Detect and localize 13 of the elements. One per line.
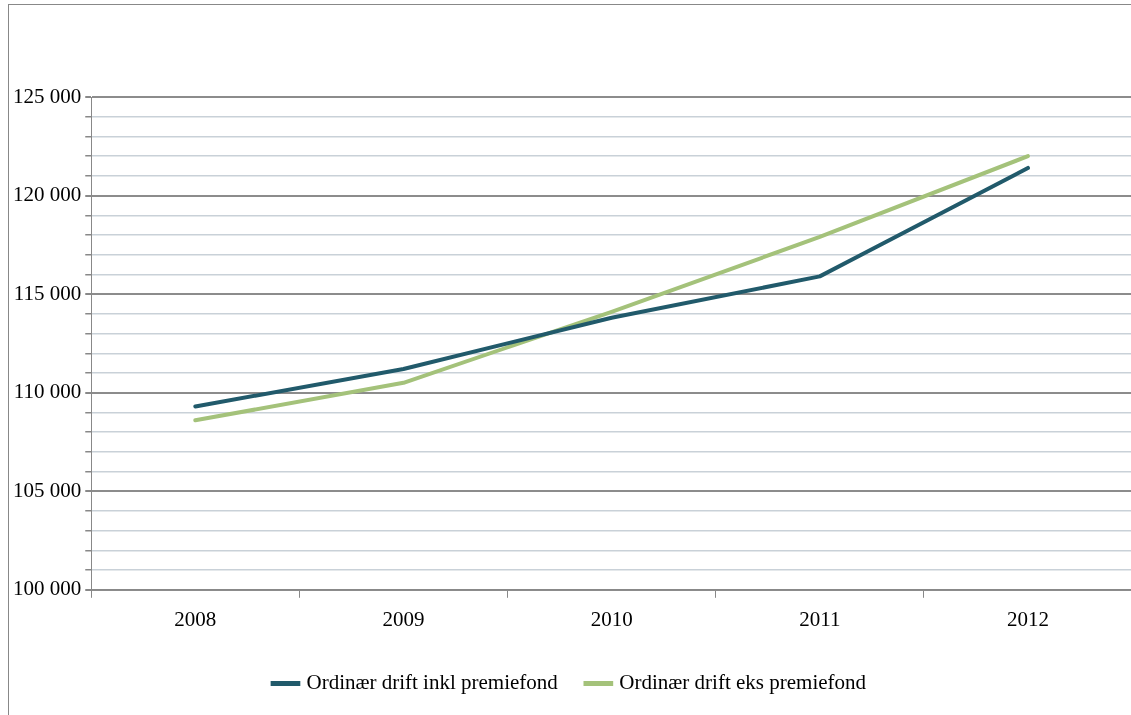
x-tick-label: 2012 [1006, 606, 1049, 631]
y-tick-label: 125 000 [13, 83, 82, 108]
y-tick-label: 115 000 [13, 280, 82, 305]
y-tick-label: 105 000 [13, 477, 82, 502]
y-tick-label: 100 000 [13, 576, 82, 601]
legend-label: Ordinær drift inkl premiefond [306, 670, 559, 695]
y-tick-label: 110 000 [13, 379, 82, 404]
x-tick-label: 2008 [174, 606, 217, 631]
legend-label: Ordinær drift eks premiefond [619, 670, 867, 695]
x-tick-label: 2009 [382, 606, 425, 631]
y-tick-label: 120 000 [13, 182, 82, 207]
x-tick-label: 2011 [799, 606, 841, 631]
x-tick-label: 2010 [590, 606, 633, 631]
